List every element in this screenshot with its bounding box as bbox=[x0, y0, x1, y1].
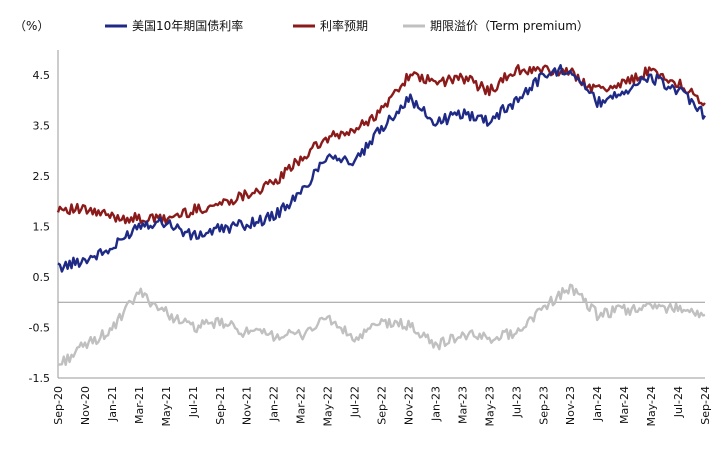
x-tick-label: Jan-22 bbox=[268, 386, 281, 422]
legend-label-term-premium: 期限溢价（Term premium） bbox=[430, 19, 589, 33]
x-tick-label: Mar-23 bbox=[456, 386, 469, 424]
x-tick-label: Sep-20 bbox=[52, 386, 65, 425]
x-tick-label: Jan-21 bbox=[106, 386, 119, 422]
x-tick-label: Nov-22 bbox=[402, 386, 415, 425]
x-tick-label: Nov-20 bbox=[79, 386, 92, 425]
legend-label-rate-expectation: 利率预期 bbox=[320, 18, 368, 33]
y-tick-label: 1.5 bbox=[33, 221, 51, 234]
series-line-2 bbox=[57, 283, 706, 366]
x-tick-label: Sep-23 bbox=[537, 386, 550, 425]
x-tick-label: May-23 bbox=[483, 386, 496, 427]
x-tick-label: Jan-23 bbox=[429, 386, 442, 422]
y-tick-label: 2.5 bbox=[33, 170, 51, 183]
x-tick-label: Jan-24 bbox=[591, 386, 604, 422]
x-tick-label: Sep-21 bbox=[214, 386, 227, 425]
series-lines-group bbox=[56, 64, 707, 366]
unit-label: （%） bbox=[14, 19, 49, 33]
y-tick-label: 4.5 bbox=[33, 69, 51, 82]
x-tick-label: Jul-24 bbox=[672, 386, 685, 418]
legend-label-us10y: 美国10年期国债利率 bbox=[132, 18, 243, 33]
x-tick-label: Sep-22 bbox=[376, 386, 389, 425]
x-tick-label: Nov-21 bbox=[241, 386, 254, 425]
series-line-0 bbox=[57, 64, 707, 273]
x-tick-label: Mar-21 bbox=[133, 386, 146, 424]
y-tick-label: -0.5 bbox=[29, 322, 50, 335]
y-tick-label: -1.5 bbox=[29, 372, 50, 385]
x-tick-label: Jul-22 bbox=[349, 386, 362, 418]
x-tick-label: Nov-23 bbox=[564, 386, 577, 425]
x-tick-label: Mar-22 bbox=[295, 386, 308, 424]
x-tick-label: May-21 bbox=[160, 386, 173, 427]
x-tick-label: Sep-24 bbox=[699, 386, 712, 425]
x-tick-label: Jul-23 bbox=[510, 386, 523, 418]
y-tick-label: 3.5 bbox=[33, 120, 51, 133]
y-tick-label: 0.5 bbox=[33, 271, 51, 284]
legend: 美国10年期国债利率 利率预期 期限溢价（Term premium） bbox=[105, 18, 589, 33]
x-tick-label: Mar-24 bbox=[618, 386, 631, 424]
x-tick-label: May-22 bbox=[322, 386, 335, 427]
x-tick-label: May-24 bbox=[645, 386, 658, 427]
x-tick-label: Jul-21 bbox=[187, 386, 200, 418]
series-line-1 bbox=[56, 64, 706, 225]
